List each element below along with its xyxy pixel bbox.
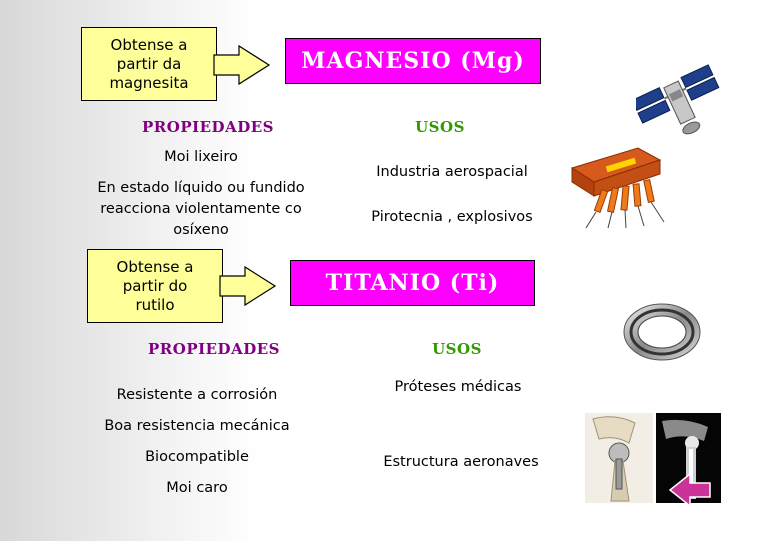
titanio-propiedade-2: Boa resistencia mecánica	[104, 418, 290, 434]
titanio-uso-1: Próteses médicas	[394, 379, 522, 395]
magnesio-usos-heading: USOS	[415, 118, 465, 136]
titanio-usos-heading: USOS	[432, 340, 482, 358]
magnesio-propiedade-1: Moi lixeiro	[164, 149, 238, 165]
previous-slide-arrow-icon[interactable]	[668, 472, 712, 508]
titanio-propiedades-heading: PROPIEDADES	[148, 340, 280, 358]
magnesio-propiedade-2: En estado líquido ou fundido reacciona v…	[97, 180, 305, 238]
titanio-propiedade-4: Moi caro	[166, 480, 228, 496]
magnesio-title: MAGNESIO (Mg)	[285, 38, 541, 84]
magnesio-uso-2: Pirotecnia , explosivos	[371, 209, 533, 225]
titanio-source-callout: Obtense a partir do rutilo	[87, 249, 223, 323]
titanio-arrow-icon	[219, 265, 277, 307]
titanio-propiedade-1: Resistente a corrosión	[116, 387, 278, 403]
magnesio-uso-1: Industria aerospacial	[376, 164, 528, 180]
magnesio-source-callout: Obtense a partir da magnesita	[81, 27, 217, 101]
fireworks-image	[568, 138, 672, 230]
titanio-uso-2: Estructura aeronaves	[383, 454, 539, 470]
magnesio-propiedades-heading: PROPIEDADES	[142, 118, 274, 136]
magnesio-arrow-icon	[213, 44, 271, 86]
titanio-title: TITANIO (Ti)	[290, 260, 535, 306]
titanio-propiedade-3: Biocompatible	[145, 449, 249, 465]
hip-prosthesis-image	[585, 413, 653, 503]
titanium-ring-image	[618, 294, 706, 372]
